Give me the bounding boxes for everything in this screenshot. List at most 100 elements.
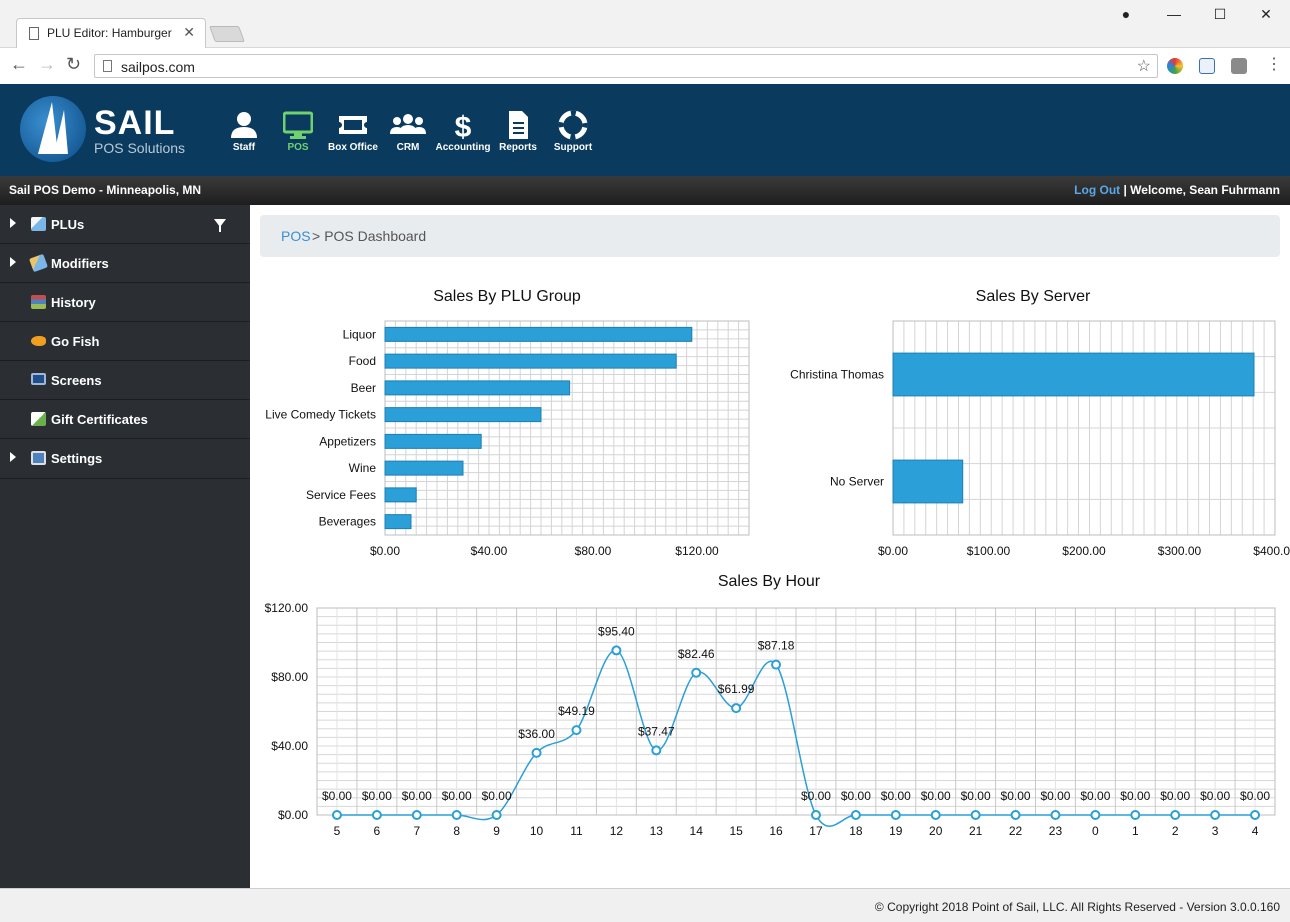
data-point <box>571 725 582 736</box>
data-point <box>691 667 702 678</box>
data-point <box>1130 810 1141 820</box>
tick-label: $120.00 <box>675 544 719 558</box>
bar <box>384 514 412 530</box>
data-point <box>1250 810 1261 820</box>
x-tick-label: 3 <box>1212 824 1219 838</box>
logout-link[interactable]: Log Out <box>1074 183 1121 197</box>
filter-icon[interactable] <box>214 219 226 232</box>
bar <box>384 433 482 449</box>
sidebar-item-modifiers[interactable]: Modifiers <box>0 244 250 283</box>
plot-frame <box>316 607 1276 816</box>
browser-tab[interactable]: PLU Editor: Hamburger ✕ <box>16 18 206 49</box>
data-point <box>970 810 981 820</box>
nav-label: Reports <box>499 142 537 153</box>
chart-title-plu-group: Sales By PLU Group <box>433 288 581 305</box>
forward-icon[interactable]: → <box>38 54 56 74</box>
data-label: $0.00 <box>841 789 871 803</box>
browser-tabbar: PLU Editor: Hamburger ✕ ● — ☐ ✕ <box>0 0 1290 49</box>
breadcrumb-current-label: POS Dashboard <box>324 228 427 244</box>
plot-frame <box>384 320 750 536</box>
sales-by-hour-chart: $0.005$0.006$0.007$0.008$0.009$36.0010$4… <box>265 601 1276 838</box>
data-label: $36.00 <box>518 727 555 741</box>
nav-support[interactable]: Support <box>543 84 603 176</box>
chart-title-server: Sales By Server <box>975 288 1091 305</box>
data-point <box>771 659 782 670</box>
data-label: $49.19 <box>558 704 595 718</box>
code-extension-icon[interactable] <box>1231 58 1247 74</box>
data-point <box>1010 810 1021 820</box>
data-label: $0.00 <box>402 789 432 803</box>
x-tick-label: 17 <box>809 824 823 838</box>
minimize-button[interactable]: — <box>1167 6 1181 22</box>
nav-reports[interactable]: Reports <box>488 84 548 176</box>
x-tick-label: 5 <box>334 824 341 838</box>
x-tick-label: 23 <box>1049 824 1063 838</box>
window-extension-icon[interactable] <box>1199 58 1215 74</box>
data-point <box>371 810 382 820</box>
sidebar-item-history[interactable]: History <box>0 283 250 322</box>
data-point <box>1090 810 1101 820</box>
y-tick-label: $80.00 <box>271 670 308 684</box>
users-icon <box>390 114 426 134</box>
sidebar-item-gift-certificates[interactable]: Gift Certificates <box>0 400 250 439</box>
nav-staff[interactable]: Staff <box>214 84 274 176</box>
category-label: Appetizers <box>319 434 376 448</box>
bar <box>384 380 571 396</box>
new-tab-button[interactable] <box>209 26 245 42</box>
x-tick-label: 22 <box>1009 824 1023 838</box>
x-tick-label: 10 <box>530 824 544 838</box>
sidebar-item-go-fish[interactable]: Go Fish <box>0 322 250 361</box>
data-label: $87.18 <box>758 639 795 653</box>
menu-dots-icon[interactable]: ⋮ <box>1266 56 1282 73</box>
breadcrumb: POS > POS Dashboard <box>260 215 1280 257</box>
nav-pos[interactable]: POS <box>268 84 328 176</box>
profile-icon[interactable]: ● <box>1121 6 1131 22</box>
data-label: $0.00 <box>1120 789 1150 803</box>
color-extension-icon[interactable] <box>1167 58 1183 74</box>
nav-label: Box Office <box>327 142 378 153</box>
x-tick-label: 15 <box>729 824 743 838</box>
close-window-button[interactable]: ✕ <box>1260 6 1272 22</box>
sidebar-item-settings[interactable]: Settings <box>0 439 250 479</box>
category-label: Service Fees <box>306 488 376 502</box>
breadcrumb-pos-link[interactable]: POS <box>281 228 311 244</box>
y-tick-label: $120.00 <box>265 601 309 615</box>
sidebar: PLUs Modifiers History Go Fish Screens G… <box>0 205 250 888</box>
data-point <box>731 703 742 714</box>
data-point <box>1170 810 1181 820</box>
url-bar[interactable]: sailpos.com ☆ <box>94 54 1158 78</box>
nav-crm[interactable]: CRM <box>378 84 438 176</box>
category-label: Wine <box>349 461 377 475</box>
document-icon <box>29 27 39 40</box>
page-icon <box>103 60 112 72</box>
nav-accounting[interactable]: $ Accounting <box>433 84 493 176</box>
nav-box-office[interactable]: Box Office <box>323 84 383 176</box>
bar <box>892 352 1255 397</box>
sidebar-item-label: Screens <box>51 373 102 388</box>
fish-icon <box>31 336 46 346</box>
tick-label: $0.00 <box>878 544 908 558</box>
breadcrumb-separator: > <box>312 228 321 244</box>
document-icon <box>509 111 528 139</box>
data-label: $37.47 <box>638 724 675 738</box>
data-label: $0.00 <box>442 789 472 803</box>
category-label: Beverages <box>319 515 376 529</box>
back-icon[interactable]: ← <box>10 54 28 74</box>
x-tick-label: 19 <box>889 824 903 838</box>
data-label: $0.00 <box>961 789 991 803</box>
bar <box>384 353 677 369</box>
close-tab-icon[interactable]: ✕ <box>183 24 195 40</box>
sidebar-item-screens[interactable]: Screens <box>0 361 250 400</box>
maximize-button[interactable]: ☐ <box>1213 6 1227 22</box>
x-tick-label: 8 <box>453 824 460 838</box>
sales-by-plu-group-chart: Liquor Food Beer Live Comedy Tickets Appetiz… <box>265 320 750 558</box>
welcome-text: | Welcome, Sean Fuhrmann <box>1123 183 1280 197</box>
bookmark-star-icon[interactable]: ☆ <box>1136 58 1151 75</box>
sidebar-item-label: Settings <box>51 451 103 466</box>
x-tick-label: 2 <box>1172 824 1179 838</box>
data-label: $0.00 <box>322 789 352 803</box>
sidebar-item-plus[interactable]: PLUs <box>0 205 250 244</box>
copyright-text: © Copyright 2018 Point of Sail, LLC. All… <box>874 900 1280 914</box>
reload-icon[interactable]: ↻ <box>66 54 82 74</box>
settings-check-icon <box>31 451 46 465</box>
